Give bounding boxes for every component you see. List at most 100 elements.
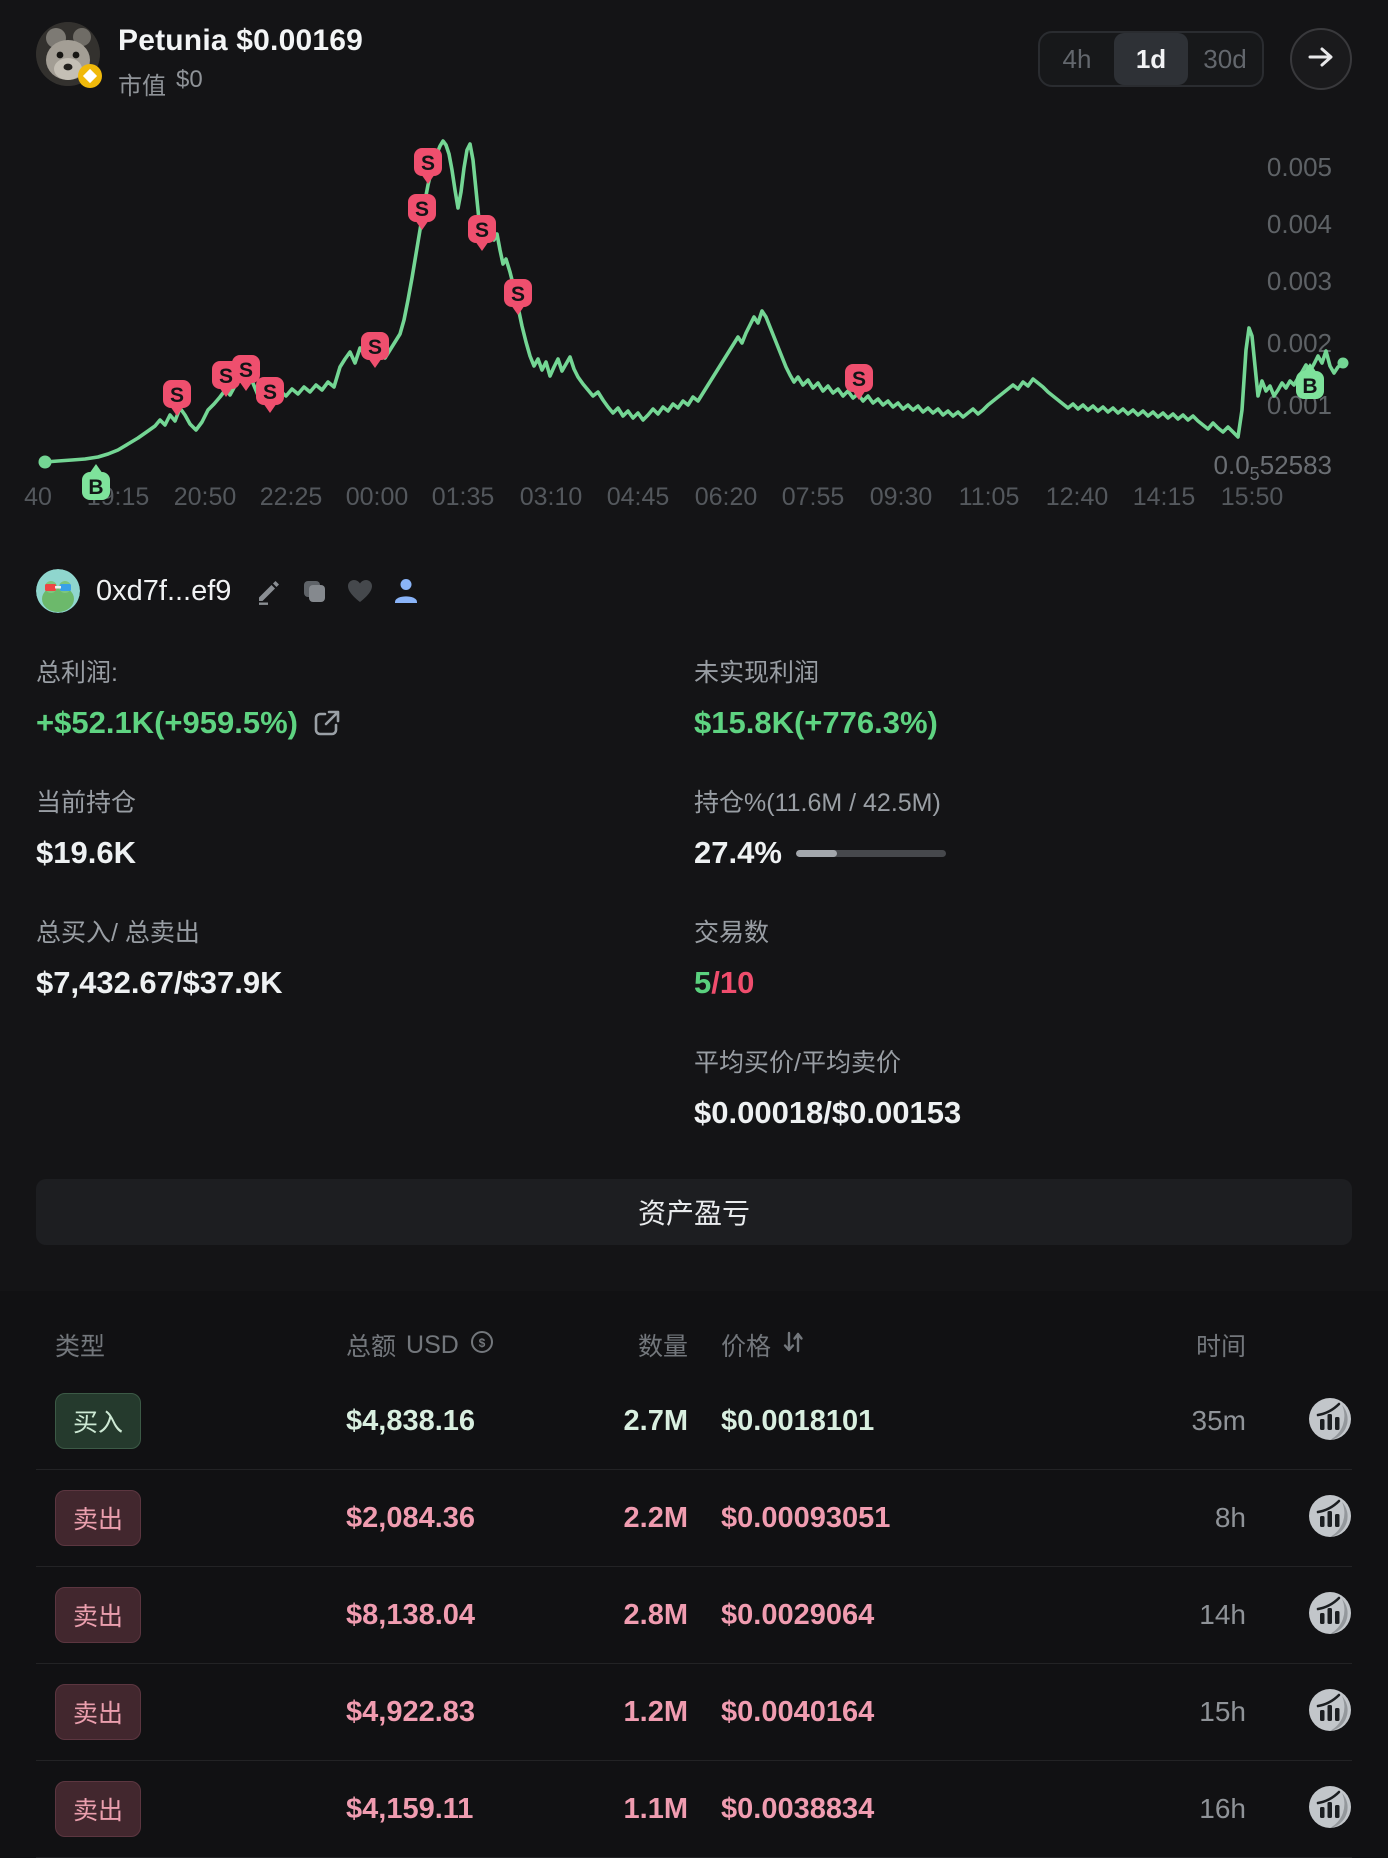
trade-qty: 2.7M bbox=[623, 1404, 688, 1437]
sell-marker bbox=[256, 377, 284, 405]
header-price: 价格 bbox=[721, 1333, 772, 1361]
svg-text:B: B bbox=[1302, 375, 1317, 398]
svg-text:S: S bbox=[511, 283, 525, 306]
header-time: 时间 bbox=[1195, 1333, 1246, 1361]
trades-table: 类型 总额 USD $ 数量 价格 时间 买入 $4,838.16 2.7M $… bbox=[0, 1291, 1388, 1858]
tx-count-buys: 5 bbox=[694, 965, 712, 1000]
tx-count-sells: /10 bbox=[711, 965, 755, 1000]
position-pct-label: 持仓%(11.6M / 42.5M) bbox=[694, 789, 941, 817]
wallet-row: 0xd7f...ef9 bbox=[0, 569, 1388, 613]
trade-type-badge: 卖出 bbox=[55, 1587, 142, 1643]
trade-chart-icon[interactable] bbox=[1308, 1688, 1352, 1737]
trade-qty: 2.2M bbox=[623, 1501, 688, 1534]
x-axis-tick: 04:45 bbox=[607, 483, 670, 511]
trade-amount: $4,159.11 bbox=[346, 1792, 474, 1825]
page-title: Petunia $0.00169 bbox=[118, 24, 364, 57]
external-link-icon[interactable] bbox=[312, 708, 342, 738]
x-axis-tick: 11:05 bbox=[959, 483, 1020, 511]
trade-amount: $4,838.16 bbox=[346, 1404, 476, 1437]
x-axis-tick: 40 bbox=[24, 483, 52, 511]
y-axis-tick: 0.004 bbox=[1267, 209, 1332, 239]
wallet-avatar bbox=[36, 569, 80, 613]
table-row[interactable]: 卖出 $4,159.11 1.1M $0.0038834 16h bbox=[36, 1761, 1352, 1858]
sell-marker bbox=[468, 215, 496, 243]
x-axis-tick: 14:15 bbox=[1133, 483, 1196, 511]
trade-chart-icon[interactable] bbox=[1308, 1494, 1352, 1543]
sell-marker bbox=[845, 364, 873, 392]
unrealized-profit-value: $15.8K(+776.3%) bbox=[694, 705, 938, 740]
trade-chart-icon[interactable] bbox=[1308, 1591, 1352, 1640]
y-axis-tick: 0.005 bbox=[1267, 152, 1332, 182]
x-axis-tick: 03:10 bbox=[520, 483, 583, 511]
market-cap-label: 市值 bbox=[118, 73, 166, 100]
sell-marker bbox=[361, 332, 389, 360]
profile-person-icon[interactable] bbox=[391, 576, 421, 606]
favorite-heart-icon[interactable] bbox=[345, 576, 375, 606]
trade-price: $0.00093051 bbox=[721, 1501, 891, 1534]
buy-marker bbox=[82, 472, 110, 500]
position-progress-fill bbox=[795, 849, 837, 857]
wallet-address: 0xd7f...ef9 bbox=[96, 574, 232, 607]
sell-marker bbox=[163, 380, 191, 408]
assets-pnl-button[interactable]: 资产盈亏 bbox=[36, 1179, 1352, 1245]
trade-price: $0.0040164 bbox=[721, 1695, 875, 1728]
tx-count-label: 交易数 bbox=[694, 919, 770, 947]
market-cap-value: $0 bbox=[176, 66, 203, 93]
svg-text:S: S bbox=[415, 198, 429, 221]
trade-time: 14h bbox=[1199, 1599, 1246, 1630]
x-axis-tick: 15:50 bbox=[1221, 483, 1284, 511]
copy-icon[interactable] bbox=[299, 576, 329, 606]
trade-amount: $4,922.83 bbox=[346, 1695, 476, 1728]
svg-text:S: S bbox=[852, 368, 866, 391]
table-row[interactable]: 卖出 $2,084.36 2.2M $0.00093051 8h bbox=[36, 1470, 1352, 1567]
trade-chart-icon[interactable] bbox=[1308, 1397, 1352, 1446]
edit-icon[interactable] bbox=[253, 576, 283, 606]
svg-text:S: S bbox=[475, 219, 489, 242]
sell-marker bbox=[504, 279, 532, 307]
price-sort-icon[interactable] bbox=[781, 1329, 805, 1362]
timeframe-30d[interactable]: 30d bbox=[1203, 43, 1247, 74]
position-pct-value: 27.4% bbox=[694, 835, 782, 870]
timeframe-1d[interactable]: 1d bbox=[1114, 33, 1188, 85]
avg-price-value: $0.00018/$0.00153 bbox=[694, 1095, 962, 1130]
svg-text:B: B bbox=[88, 476, 103, 499]
y-axis-min-price: 0.0552583 bbox=[1214, 450, 1332, 484]
x-axis-tick: 01:35 bbox=[432, 483, 495, 511]
trade-qty: 2.8M bbox=[623, 1598, 688, 1631]
trade-type-badge: 买入 bbox=[55, 1393, 142, 1449]
currency-toggle-icon[interactable]: $ bbox=[469, 1329, 495, 1362]
holding-label: 当前持仓 bbox=[36, 789, 137, 817]
sell-marker bbox=[408, 194, 436, 222]
trade-time: 15h bbox=[1199, 1696, 1246, 1727]
expand-arrow-button[interactable] bbox=[1290, 28, 1352, 90]
token-avatar bbox=[36, 22, 102, 88]
x-axis-tick: 20:50 bbox=[174, 483, 237, 511]
buy-sell-total-value: $7,432.67/$37.9K bbox=[36, 965, 283, 1000]
svg-text:$: $ bbox=[478, 1336, 485, 1350]
header: Petunia $0.00169 市值 $0 4h 1d 30d bbox=[0, 0, 1388, 101]
trade-type-badge: 卖出 bbox=[55, 1490, 142, 1546]
table-header-row: 类型 总额 USD $ 数量 价格 时间 bbox=[36, 1317, 1352, 1373]
price-chart[interactable]: 0.005 0.004 0.003 0.002 0.001 0.0552583 40 19:1… bbox=[0, 105, 1388, 525]
trade-qty: 1.2M bbox=[623, 1695, 688, 1728]
unrealized-profit-label: 未实现利润 bbox=[694, 659, 820, 687]
x-axis-tick: 06:20 bbox=[695, 483, 758, 511]
buy-marker bbox=[1296, 371, 1324, 399]
total-profit-label: 总利润: bbox=[36, 659, 118, 687]
timeframe-4h[interactable]: 4h bbox=[1062, 43, 1092, 74]
position-progress-bar bbox=[795, 849, 946, 857]
trade-amount: $2,084.36 bbox=[346, 1501, 476, 1534]
table-row[interactable]: 买入 $4,838.16 2.7M $0.0018101 35m bbox=[36, 1373, 1352, 1470]
table-row[interactable]: 卖出 $4,922.83 1.2M $0.0040164 15h bbox=[36, 1664, 1352, 1761]
svg-text:S: S bbox=[219, 365, 233, 388]
arrow-right-icon bbox=[1306, 42, 1336, 77]
trade-amount: $8,138.04 bbox=[346, 1598, 476, 1631]
header-qty: 数量 bbox=[637, 1333, 688, 1361]
x-axis-tick: 07:55 bbox=[782, 483, 845, 511]
sell-marker bbox=[414, 148, 442, 176]
line-start-dot bbox=[38, 455, 52, 469]
trade-chart-icon[interactable] bbox=[1308, 1785, 1352, 1834]
trade-price: $0.0029064 bbox=[721, 1598, 875, 1631]
table-row[interactable]: 卖出 $8,138.04 2.8M $0.0029064 14h bbox=[36, 1567, 1352, 1664]
